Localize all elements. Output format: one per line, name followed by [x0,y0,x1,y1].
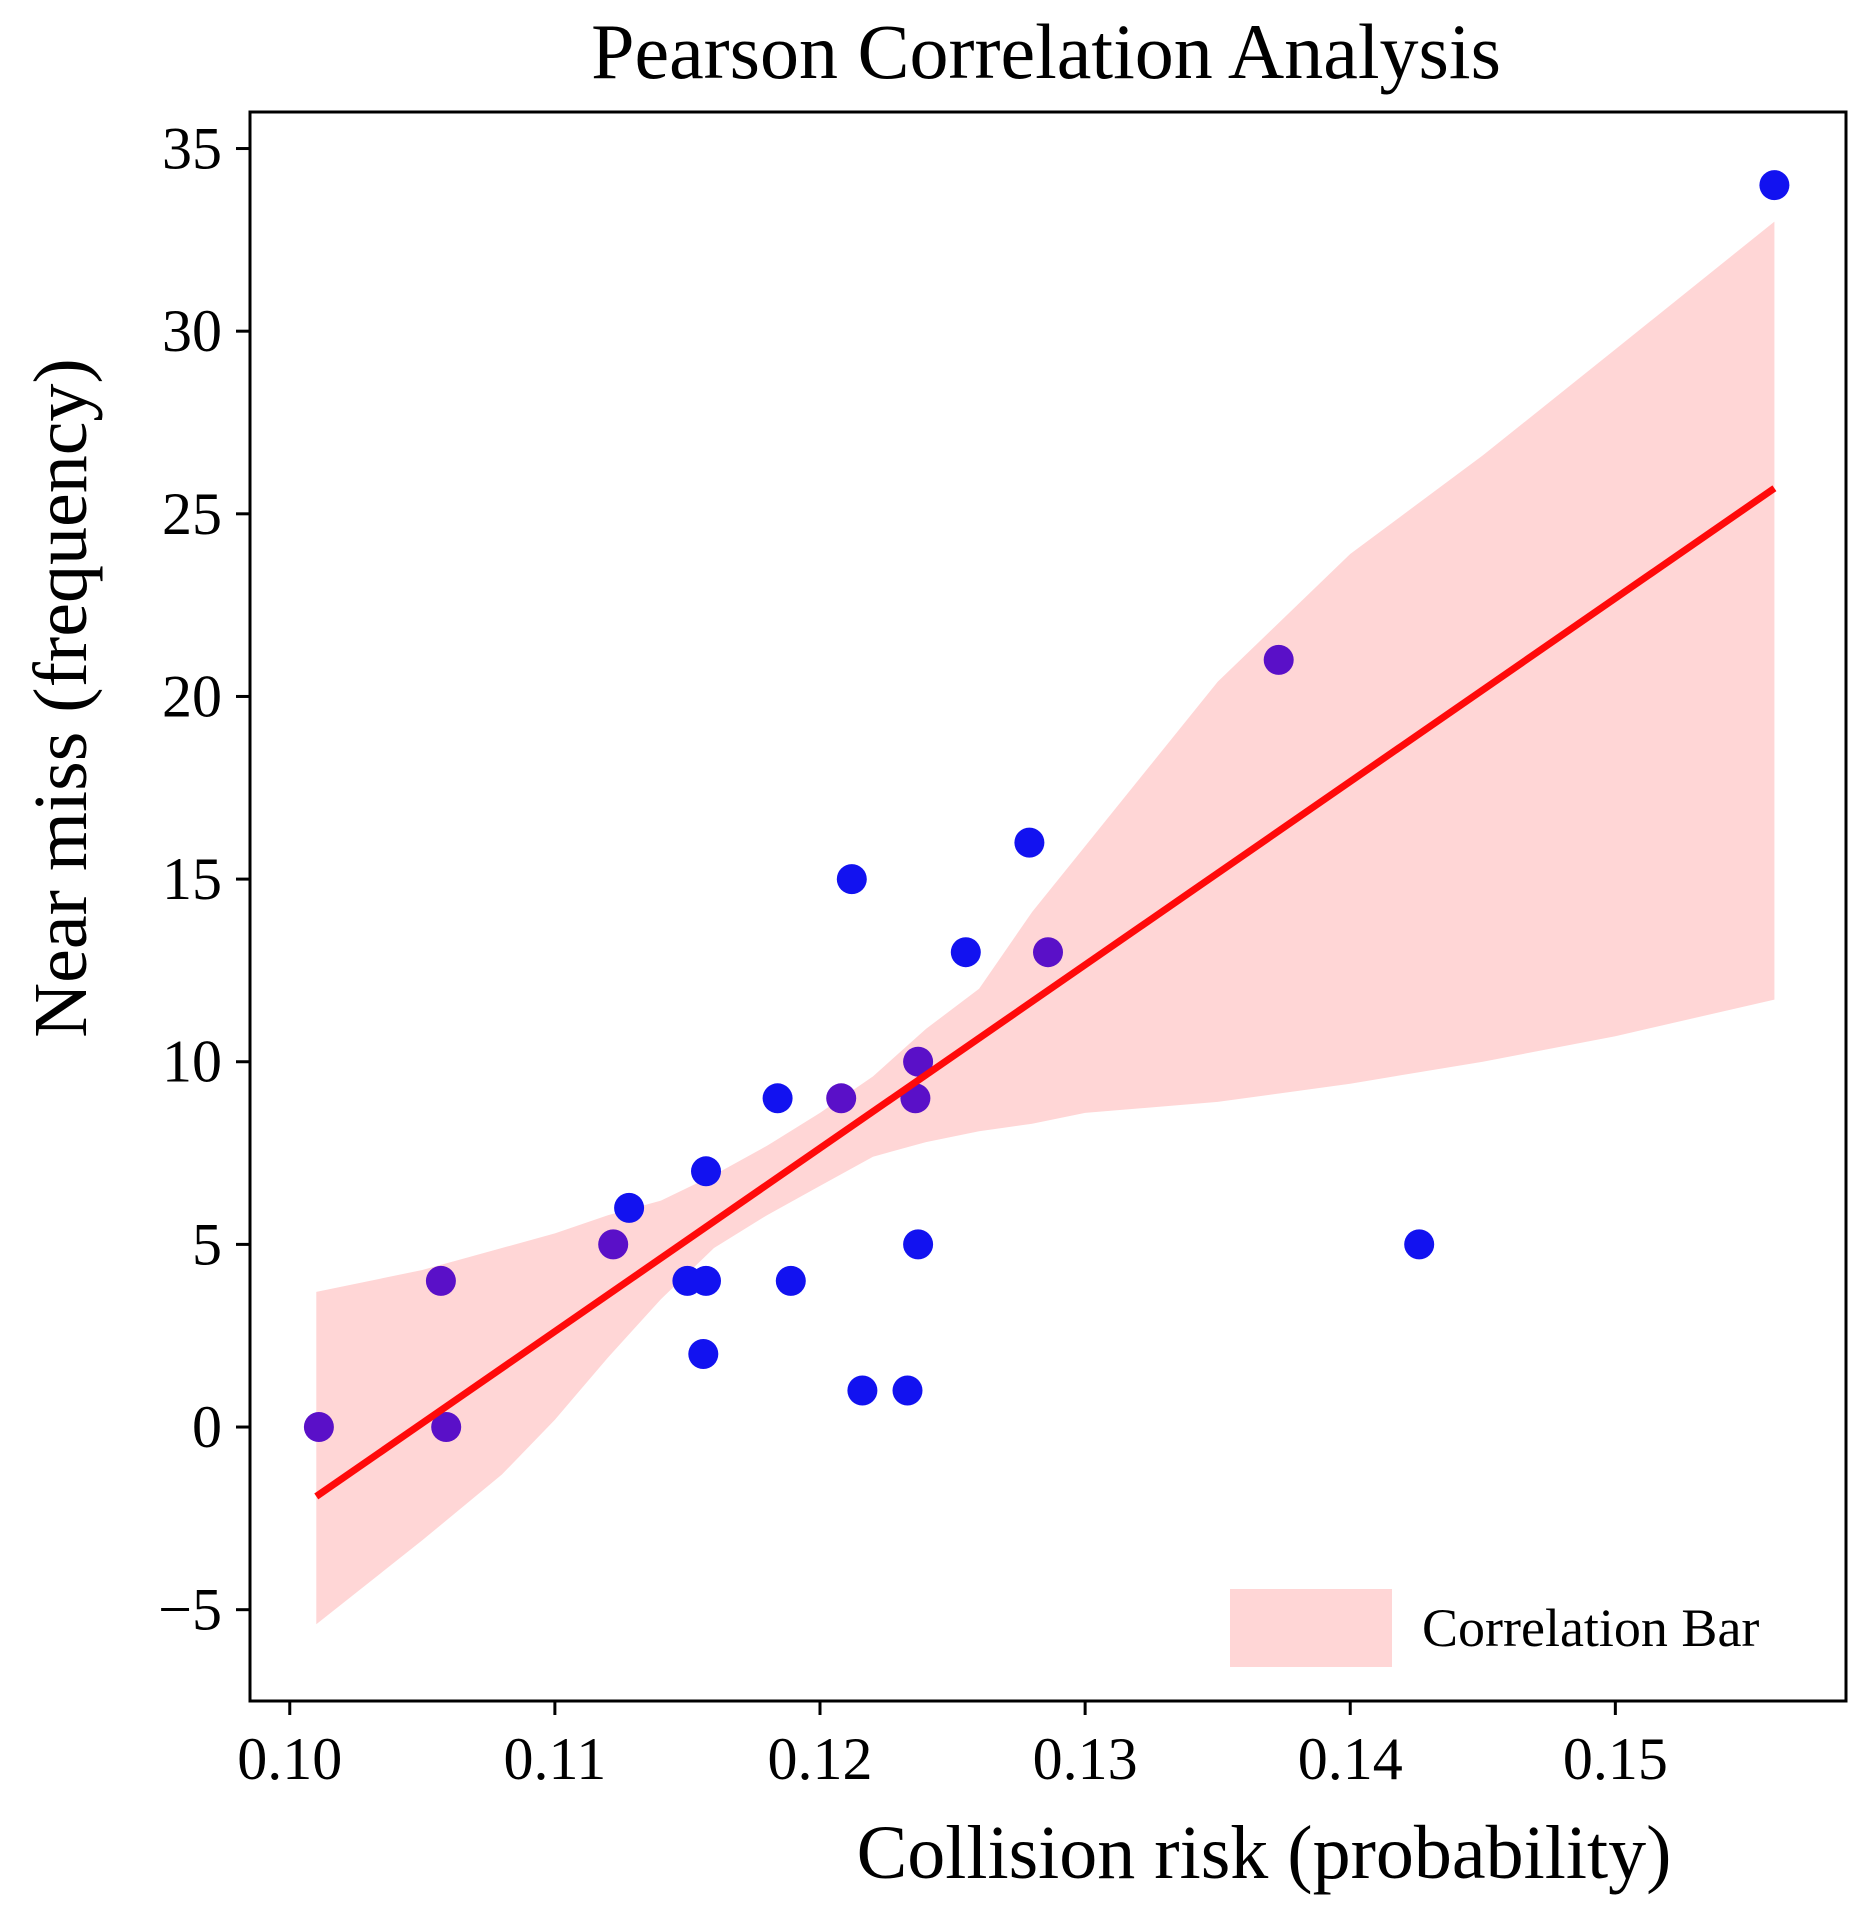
chart-title: Pearson Correlation Analysis [591,8,1501,95]
x-tick-label: 0.11 [503,1726,606,1792]
x-tick-label: 0.13 [1033,1726,1138,1792]
y-tick-label: 5 [192,1211,222,1277]
data-point [688,1339,719,1369]
data-point [1033,937,1063,968]
legend-label: Correlation Bar [1422,1598,1759,1658]
y-axis-label: Near miss (frequency) [19,358,103,1037]
data-point [903,1046,934,1077]
data-point [614,1192,645,1223]
correlation-band-area [316,221,1775,1625]
x-tick-label: 0.14 [1298,1726,1403,1792]
data-point [598,1229,629,1260]
data-point [1759,170,1790,201]
y-tick-label: 10 [162,1029,222,1095]
data-point [431,1412,462,1442]
data-point [826,1083,857,1114]
data-point [1014,827,1045,858]
y-tick-label: −5 [158,1577,222,1643]
data-point [303,1412,334,1442]
data-point [425,1265,456,1296]
legend: Correlation Bar [1230,1589,1759,1667]
regression-line-layer [314,485,1777,1500]
y-tick-label: 35 [162,116,222,182]
data-point [950,937,981,968]
data-point [1263,644,1294,675]
scatter-points [303,170,1790,1442]
regression-line [314,485,1777,1500]
data-point [762,1083,793,1114]
x-tick-label: 0.10 [237,1726,342,1792]
y-tick-label: 0 [192,1394,222,1460]
data-point [691,1156,721,1187]
confidence-band [316,221,1775,1625]
data-point [775,1265,806,1296]
y-tick-label: 25 [162,481,222,547]
data-point [691,1265,721,1296]
x-axis-ticks: 0.10 0.11 0.12 0.13 0.14 0.15 [237,1701,1668,1792]
data-point [903,1229,934,1260]
y-tick-label: 30 [162,298,222,364]
plot-frame [248,110,1848,1703]
x-tick-label: 0.15 [1563,1726,1668,1792]
x-tick-label: 0.12 [768,1726,873,1792]
y-axis-ticks: −5 0 5 10 15 20 25 30 35 [158,116,250,1643]
legend-swatch [1230,1589,1392,1667]
y-tick-label: 20 [162,663,222,729]
data-point [847,1375,878,1406]
x-axis-label: Collision risk (probability) [857,1811,1672,1895]
data-point [892,1375,923,1406]
data-point [836,864,867,895]
y-tick-label: 15 [162,846,222,912]
data-point [1404,1229,1435,1260]
